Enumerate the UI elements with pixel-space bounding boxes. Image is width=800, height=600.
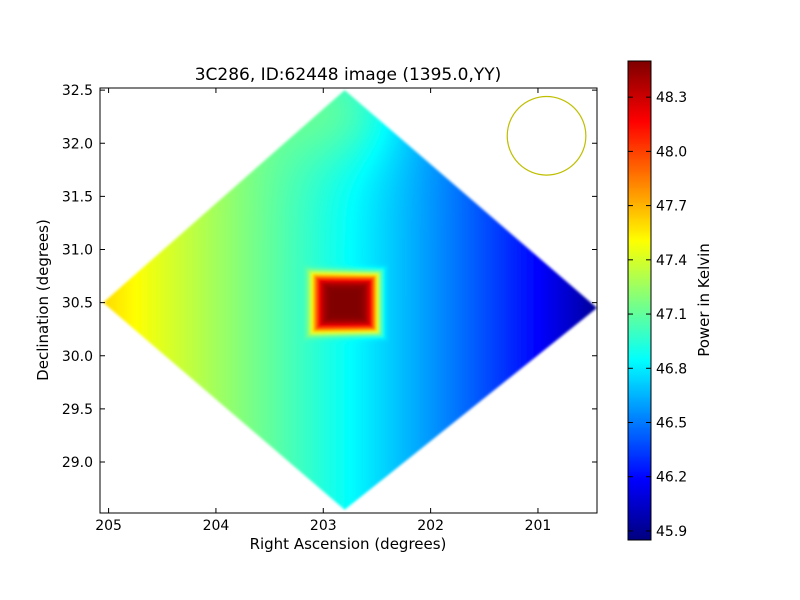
y-tick-label: 31.0 xyxy=(62,243,93,259)
colorbar-tick-label: 45.9 xyxy=(656,524,687,540)
x-tick-label: 204 xyxy=(203,518,230,534)
colorbar-tick-label: 47.4 xyxy=(656,253,687,269)
colorbar-tick-label: 46.5 xyxy=(656,416,687,432)
colorbar-ticks: 45.9 46.2 46.5 46.8 47.1 47.4 47.7 48.0 48.3 xyxy=(628,90,687,540)
y-tick-label: 30.5 xyxy=(62,296,93,312)
colorbar-tick-label: 48.3 xyxy=(656,90,687,106)
y-tick-label: 29.0 xyxy=(62,455,93,471)
colorbar-tick-label: 46.8 xyxy=(656,361,687,377)
y-tick-label: 32.5 xyxy=(62,83,93,99)
x-tick-label: 202 xyxy=(417,518,444,534)
colorbar-frame xyxy=(627,60,652,541)
beam-circle xyxy=(506,95,587,176)
colorbar: 45.9 46.2 46.5 46.8 47.1 47.4 47.7 48.0 48.3 xyxy=(627,60,687,541)
y-tick-label: 30.0 xyxy=(62,349,93,365)
chart-title: 3C286, ID:62448 image (1395.0,YY) xyxy=(195,65,502,85)
colorbar-title: Power in Kelvin xyxy=(695,243,713,357)
plot-frame xyxy=(99,87,598,514)
y-tick-label: 32.0 xyxy=(62,136,93,152)
colorbar-tick-label: 47.7 xyxy=(656,199,687,215)
y-axis-title: Declination (degrees) xyxy=(34,219,52,381)
heatmap-image xyxy=(103,90,597,510)
x-axis-ticks: 205 204 203 202 201 xyxy=(95,88,551,534)
colorbar-gradient xyxy=(628,61,651,540)
x-tick-label: 205 xyxy=(95,518,122,534)
x-tick-label: 201 xyxy=(525,518,552,534)
heatmap-plot: 205 204 203 202 201 29.0 29.5 30.0 30.5 31.0 31.5… xyxy=(62,83,598,534)
colorbar-tick-label: 46.2 xyxy=(656,470,687,486)
colorbar-tick-label: 48.0 xyxy=(656,144,687,160)
y-tick-label: 31.5 xyxy=(62,189,93,205)
x-tick-label: 203 xyxy=(310,518,337,534)
x-axis-title: Right Ascension (degrees) xyxy=(250,535,447,553)
colorbar-tick-label: 47.1 xyxy=(656,307,687,323)
y-tick-label: 29.5 xyxy=(62,402,93,418)
y-axis-ticks: 29.0 29.5 30.0 30.5 31.0 31.5 32.0 32.5 xyxy=(62,83,597,471)
